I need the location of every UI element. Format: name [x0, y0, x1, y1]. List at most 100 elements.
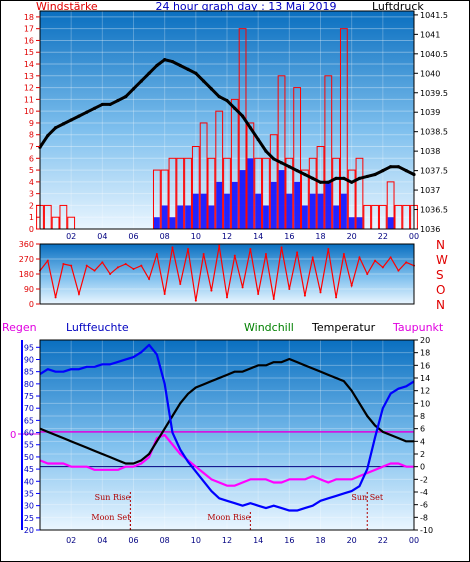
panel-3-plot: Sun Rise Moon Set Moon Rise Sun Set [39, 339, 415, 531]
panel-1-x-tick-label: 14 [253, 232, 263, 241]
wind-direction-point [93, 269, 96, 272]
wind-bar [185, 205, 191, 229]
panel-3-right-axis: -10 -8 -6 -4 -2 0 2 4 6 8 10 12 14 16 18 20 [414, 336, 433, 535]
panel-1-background [40, 11, 414, 229]
wind-direction-point [218, 244, 221, 247]
wind-direction-point [397, 269, 400, 272]
wind-direction-point [210, 289, 213, 292]
wind-direction-point [257, 293, 260, 295]
panel-3-x-tick-label: 16 [284, 536, 294, 545]
panel-3-annotations: Sun Rise Moon Set Moon Rise Sun Set [91, 492, 384, 530]
wind-direction-point [249, 248, 252, 250]
panel-3-left-tick-label: 70 [24, 404, 34, 413]
series-line-temperatur [39, 357, 414, 465]
wind-direction-point [132, 268, 135, 270]
panel-3-right-tick-label: 12 [420, 387, 430, 396]
pressure-point [240, 114, 245, 118]
wind-bar [348, 217, 355, 229]
wind-direction-point [140, 264, 143, 267]
wind-direction-point [319, 291, 322, 294]
pressure-point [194, 71, 198, 75]
panel-1-left-tick-label: 12 [24, 84, 34, 93]
wind-bar [387, 217, 394, 229]
panel-1-right-tick-label: 1036 [420, 225, 440, 234]
panel-3-right-tick-label: -10 [420, 526, 433, 535]
panel-3-right-tick-label: -6 [420, 501, 428, 510]
panel-2-left-axis: 0 90 180 270 360 [19, 240, 40, 309]
panel-3-right-tick-label: 14 [420, 374, 430, 383]
panel-3-left-tick-label: 60 [24, 429, 34, 438]
pressure-point [303, 172, 307, 177]
pressure-point [326, 180, 330, 184]
panel-3-lines [39, 343, 415, 512]
pressure-point [61, 122, 65, 126]
panel-3-x-tick-label: 00 [409, 536, 419, 545]
wind-direction-point [155, 253, 158, 255]
wind-direction-point [280, 246, 283, 249]
wind-direction-point [226, 296, 228, 299]
chart-title: 24 hour graph day : 13 Mai 2019 [155, 0, 336, 13]
panel-3-border [39, 339, 415, 531]
panel-1-right-tick-label: 1037 [420, 186, 440, 195]
wind-bar [255, 193, 262, 229]
compass-label: N [436, 298, 445, 312]
pressure-point [77, 114, 81, 118]
wind-direction-point [374, 259, 377, 262]
pressure-point [311, 176, 315, 180]
pressure-point [139, 79, 143, 83]
wind-bar [161, 205, 168, 229]
pressure-point [318, 180, 323, 184]
wind-bar [216, 181, 223, 229]
compass-label: N [436, 238, 445, 252]
wind-bar [200, 193, 207, 229]
wind-bar [340, 193, 347, 229]
panel-3-left-tick-label: 75 [24, 392, 34, 401]
pressure-point [100, 102, 104, 107]
panel-3-left-tick-label: 80 [24, 380, 34, 389]
panel-2-left-tick-label: 360 [19, 240, 34, 249]
panel-2-left-tick-label: 0 [29, 300, 34, 309]
panel-1-left-tick-label: 1 [29, 213, 34, 222]
panel-3-x-tick-label: 18 [315, 536, 325, 545]
wind-bar [169, 217, 176, 229]
panel-3-right-tick-label: -4 [420, 488, 428, 497]
rain-value: 0 [10, 430, 16, 441]
panel-3-x-tick-label: 14 [253, 536, 263, 545]
pressure-point [279, 161, 284, 165]
panel-3-left-tick-label: 65 [24, 416, 34, 425]
panel-3-x-tick-label: 04 [97, 536, 107, 545]
panel-1-x-tick-label: 16 [284, 232, 294, 241]
panel-1-right-tick-label: 1038 [420, 147, 440, 156]
pressure-point [163, 58, 167, 62]
panel-3-left-tick-label: 30 [24, 502, 34, 511]
pressure-point [131, 87, 136, 91]
wind-direction-point [85, 264, 88, 267]
wind-strength-label: Windstärke [36, 0, 98, 13]
pressure-point [178, 63, 182, 68]
panel-3-left-tick-label: 25 [24, 514, 34, 523]
pressure-point [342, 176, 346, 180]
temperature-label: Temperatur [311, 321, 376, 334]
panel-3-x-tick-label: 20 [347, 536, 357, 545]
wind-bar [278, 170, 285, 229]
panel-1-left-tick-label: 11 [24, 95, 34, 104]
panel-3-x-tick-label: 08 [160, 536, 170, 545]
wind-direction-point [179, 283, 182, 285]
panel-3-left-tick-label: 35 [24, 489, 34, 498]
wind-bar [239, 170, 246, 229]
panel-3-left-tick-label: 45 [24, 465, 34, 474]
pressure-point [350, 180, 354, 184]
panel-3-right-tick-label: 16 [420, 361, 430, 370]
panel-1-x-tick-label: 18 [315, 232, 325, 241]
panel-1-right-tick-label: 1040.5 [420, 50, 448, 59]
pressure-point [147, 71, 151, 75]
wind-bar [192, 193, 199, 229]
panel-1-right-tick-label: 1039 [420, 108, 440, 117]
pressure-point [69, 118, 73, 122]
panel-3-background [40, 340, 414, 530]
pressure-point [186, 67, 190, 71]
wind-direction-point [311, 256, 314, 259]
wind-direction-point [358, 256, 361, 259]
panel-3-left-tick-label: 95 [24, 343, 34, 352]
